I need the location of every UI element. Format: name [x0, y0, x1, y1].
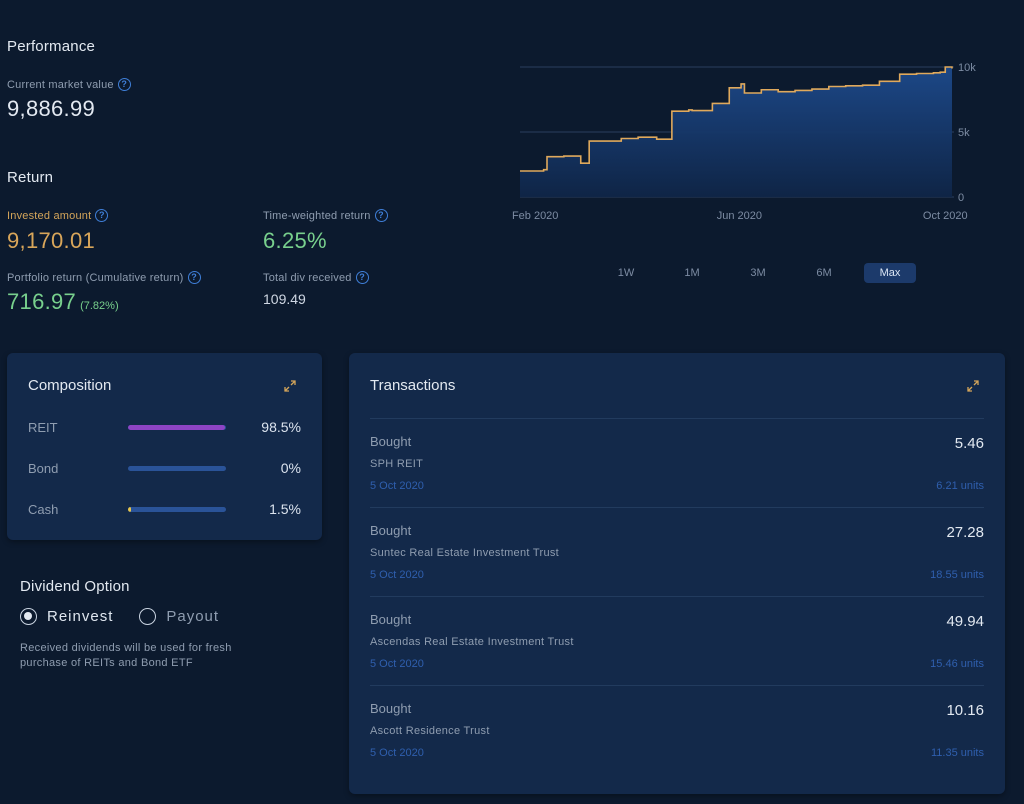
period-selector: 1W 1M 3M 6M Max [600, 263, 930, 283]
transaction-units: 18.55 units [930, 569, 984, 581]
transaction-units: 15.46 units [930, 658, 984, 670]
total-div-label-text: Total div received [263, 271, 352, 284]
total-div-label: Total div received ? [263, 271, 369, 284]
radio-reinvest[interactable]: Reinvest [20, 608, 113, 625]
portfolio-return: 716.97 (7.82%) [7, 289, 119, 315]
transaction-units: 11.35 units [930, 747, 984, 759]
composition-value: 0% [280, 460, 301, 476]
expand-arrows-icon[interactable] [283, 379, 297, 393]
transaction-row[interactable]: Bought 27.28 Suntec Real Estate Investment… [370, 507, 984, 596]
transaction-date: 5 Oct 2020 [370, 569, 424, 581]
composition-name: REIT [28, 419, 58, 435]
market-value-label: Current market value ? [7, 78, 131, 91]
transaction-name: Ascendas Real Estate Investment Trust [370, 636, 574, 648]
twr-label-text: Time-weighted return [263, 209, 371, 222]
radio-payout[interactable]: Payout [139, 608, 219, 625]
market-value: 9,886.99 [7, 96, 96, 121]
invested-amount-value: 9,170.01 [7, 228, 96, 253]
transaction-amount: 10.16 [946, 702, 984, 719]
radio-payout-label[interactable]: Payout [166, 608, 220, 625]
question-circle-icon[interactable]: ? [374, 209, 388, 222]
radio-reinvest-label[interactable]: Reinvest [47, 608, 114, 625]
transaction-row[interactable]: Bought 5.46 SPH REIT 5 Oct 2020 6.21 units [370, 418, 984, 507]
expand-arrows-icon[interactable] [966, 379, 980, 393]
period-button-1w[interactable]: 1W [617, 267, 635, 279]
composition-bar-fill [128, 506, 131, 512]
transaction-date: 5 Oct 2020 [370, 658, 424, 670]
transaction-name: Ascott Residence Trust [370, 725, 490, 737]
composition-row-cash: Cash 1.5% [28, 499, 301, 519]
period-button-3m[interactable]: 3M [750, 267, 766, 279]
dividend-note: Received dividends will be used for fres… [20, 642, 232, 669]
question-circle-icon[interactable]: ? [187, 271, 201, 284]
portfolio-return-label-text: Portfolio return (Cumulative return) [7, 271, 184, 284]
transaction-amount: 5.46 [954, 435, 984, 452]
market-value-label-text: Current market value [7, 78, 114, 91]
transaction-type: Bought [370, 701, 412, 716]
invested-amount-label: Invested amount ? [7, 209, 109, 222]
dividend-heading: Dividend Option [20, 578, 130, 595]
question-circle-icon[interactable]: ? [355, 271, 369, 284]
y-tick-label: 10k [958, 62, 976, 74]
return-heading: Return [7, 169, 54, 186]
y-tick-label: 5k [958, 127, 970, 139]
transaction-type: Bought [370, 612, 412, 627]
performance-chart[interactable]: 10k 5k 0 Feb 2020 Jun 2020 Oct 2020 [510, 55, 990, 235]
dividend-radio-group: Reinvest Payout [20, 608, 219, 625]
transaction-date: 5 Oct 2020 [370, 480, 424, 492]
transactions-card: Transactions Bought 5.46 SPH REIT 5 Oct 202… [349, 353, 1005, 794]
question-circle-icon[interactable]: ? [95, 209, 109, 222]
composition-bar [128, 424, 226, 430]
x-tick-label: Feb 2020 [512, 210, 558, 222]
composition-value: 98.5% [261, 419, 301, 435]
composition-value: 1.5% [269, 501, 301, 517]
chart-line [520, 66, 953, 172]
composition-row-reit: REIT 98.5% [28, 417, 301, 437]
composition-card: Composition REIT 98.5% Bond 0% Cash 1.5% [7, 353, 322, 540]
portfolio-return-value: 716.97 [7, 289, 77, 314]
transaction-type: Bought [370, 523, 412, 538]
composition-bar-fill [128, 424, 225, 430]
transaction-type: Bought [370, 434, 412, 449]
y-tick-label: 0 [958, 192, 964, 204]
transaction-units: 6.21 units [936, 480, 984, 492]
transaction-row[interactable]: Bought 10.16 Ascott Residence Trust 5 Oct 2… [370, 685, 984, 774]
x-tick-label: Oct 2020 [923, 210, 968, 222]
composition-name: Cash [28, 501, 59, 517]
radio-reinvest-control[interactable] [20, 608, 37, 625]
invested-amount-label-text: Invested amount [7, 209, 92, 222]
twr-label: Time-weighted return ? [263, 209, 388, 222]
transaction-amount: 27.28 [946, 524, 984, 541]
composition-name: Bond [28, 460, 59, 476]
performance-heading: Performance [7, 38, 96, 55]
total-div-value: 109.49 [263, 291, 306, 307]
transaction-name: SPH REIT [370, 458, 424, 470]
composition-row-bond: Bond 0% [28, 458, 301, 478]
transaction-amount: 49.94 [946, 613, 984, 630]
chart-area [520, 67, 952, 197]
twr-value: 6.25% [263, 228, 327, 253]
question-circle-icon[interactable]: ? [117, 78, 131, 91]
composition-title: Composition [28, 377, 112, 394]
transactions-title: Transactions [370, 377, 456, 394]
portfolio-return-pct: (7.82%) [80, 300, 119, 312]
period-button-max[interactable]: Max [864, 263, 916, 283]
transaction-row[interactable]: Bought 49.94 Ascendas Real Estate Investme… [370, 596, 984, 685]
period-button-6m[interactable]: 6M [816, 267, 832, 279]
composition-bar [128, 506, 226, 512]
x-tick-label: Jun 2020 [717, 210, 762, 222]
transaction-date: 5 Oct 2020 [370, 747, 424, 759]
transaction-name: Suntec Real Estate Investment Trust [370, 547, 560, 559]
portfolio-return-label: Portfolio return (Cumulative return) ? [7, 271, 201, 284]
composition-bar [128, 465, 226, 471]
period-button-1m[interactable]: 1M [684, 267, 700, 279]
radio-payout-control[interactable] [139, 608, 157, 625]
